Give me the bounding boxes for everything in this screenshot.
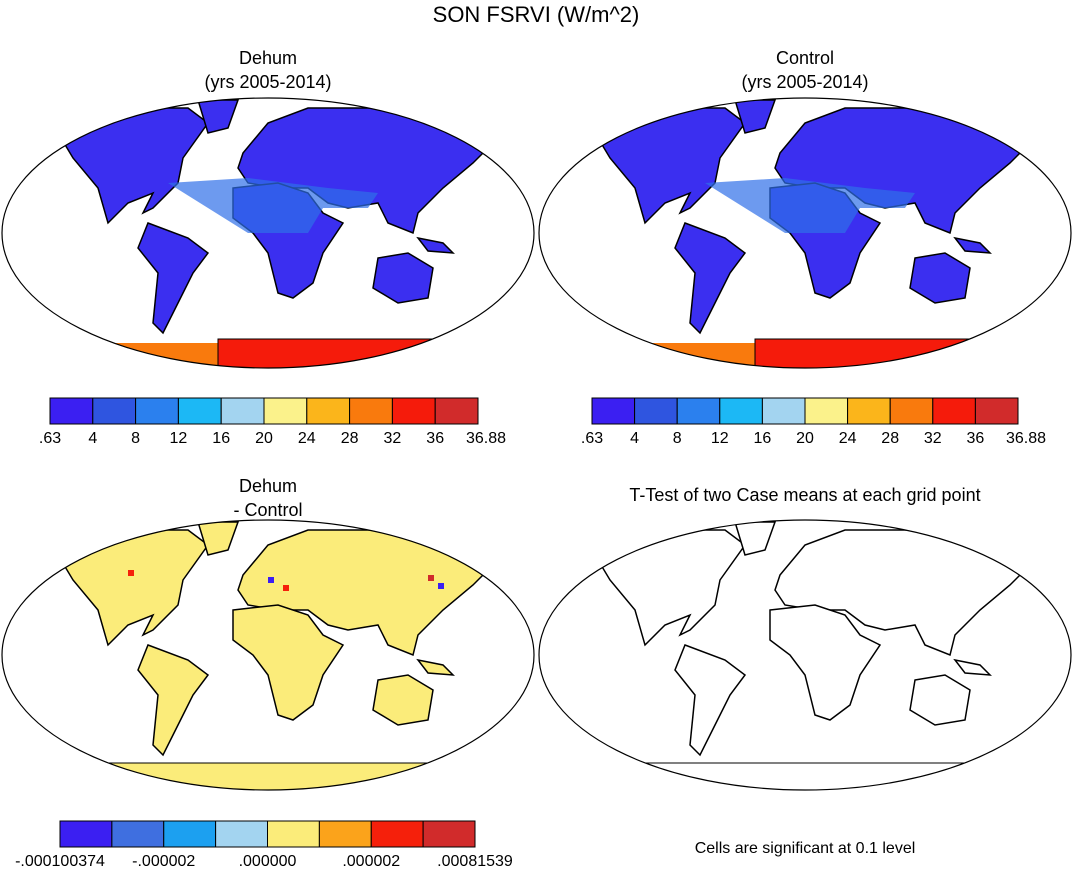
colorbar-box: [111, 820, 165, 848]
map: [57, 99, 529, 368]
note: Cells are significant at 0.1 level: [695, 840, 916, 857]
colorbar-box: [59, 820, 113, 848]
panel-subtitle: - Control: [233, 500, 302, 520]
colorbar-label: 28: [341, 430, 359, 447]
map: [594, 521, 1066, 790]
colorbar-label: .000002: [342, 853, 400, 869]
panel-title: Dehum: [239, 476, 297, 496]
colorbar-label: 20: [796, 430, 814, 447]
colorbar-label: .00081539: [437, 853, 513, 869]
colorbar-label: 28: [881, 430, 899, 447]
colorbar-box: [135, 397, 179, 425]
colorbar-box: [163, 820, 217, 848]
colorbar-label: 32: [384, 430, 402, 447]
colorbar-label: 32: [924, 430, 942, 447]
panel-subtitle: (yrs 2005-2014): [741, 72, 868, 92]
colorbar-box: [220, 397, 265, 425]
colorbar-box: [889, 397, 934, 425]
colorbar-box: [719, 397, 763, 425]
colorbar-box: [215, 820, 268, 848]
map-outline: [538, 97, 1072, 369]
panel-title: Control: [776, 48, 834, 68]
colorbar-box: [349, 397, 393, 425]
map: [57, 521, 529, 790]
colorbar-label: 4: [88, 430, 97, 447]
colorbar-label: 36.88: [1006, 430, 1046, 447]
colorbar-box: [974, 397, 1019, 425]
colorbar-box: [370, 820, 424, 848]
colorbar-label: 8: [131, 430, 140, 447]
colorbar-box: [422, 820, 476, 848]
colorbar-label: 12: [711, 430, 729, 447]
figure-title: SON FSRVI (W/m^2): [433, 2, 640, 27]
colorbar-label: 20: [255, 430, 273, 447]
colorbar-box: [267, 820, 320, 848]
colorbar-label: .63: [581, 430, 603, 447]
colorbar-box: [49, 397, 94, 425]
colorbar-box: [847, 397, 891, 425]
colorbar-label: 24: [839, 430, 857, 447]
colorbar-label: -.000100374: [15, 853, 105, 869]
colorbar-label: 36.88: [466, 430, 506, 447]
map: [594, 99, 1066, 368]
map-outline: [1, 519, 535, 791]
colorbar-label: 16: [212, 430, 230, 447]
panel-title: T-Test of two Case means at each grid po…: [629, 485, 980, 505]
colorbar-label: 4: [630, 430, 639, 447]
colorbar-box: [634, 397, 678, 425]
colorbar-box: [318, 820, 372, 848]
colorbar-label: 24: [298, 430, 316, 447]
colorbar-box: [263, 397, 308, 425]
colorbar-label: .000000: [239, 853, 297, 869]
colorbar-box: [306, 397, 351, 425]
colorbar-label: 36: [426, 430, 444, 447]
panel-subtitle: (yrs 2005-2014): [204, 72, 331, 92]
colorbar-label: -.000002: [132, 853, 195, 869]
colorbar-label: 36: [967, 430, 985, 447]
colorbar-label: 8: [673, 430, 682, 447]
colorbar-box: [92, 397, 137, 425]
colorbar-label: 16: [754, 430, 772, 447]
map-outline: [538, 519, 1072, 791]
colorbar-label: .63: [39, 430, 61, 447]
map-outline: [1, 97, 535, 369]
colorbar-label: 12: [170, 430, 188, 447]
colorbar-box: [932, 397, 976, 425]
colorbar-box: [434, 397, 479, 425]
panel-title: Dehum: [239, 48, 297, 68]
colorbar-box: [761, 397, 806, 425]
colorbar-box: [591, 397, 636, 425]
colorbar-box: [391, 397, 436, 425]
colorbar-box: [676, 397, 721, 425]
colorbar-box: [177, 397, 222, 425]
colorbar-box: [804, 397, 849, 425]
